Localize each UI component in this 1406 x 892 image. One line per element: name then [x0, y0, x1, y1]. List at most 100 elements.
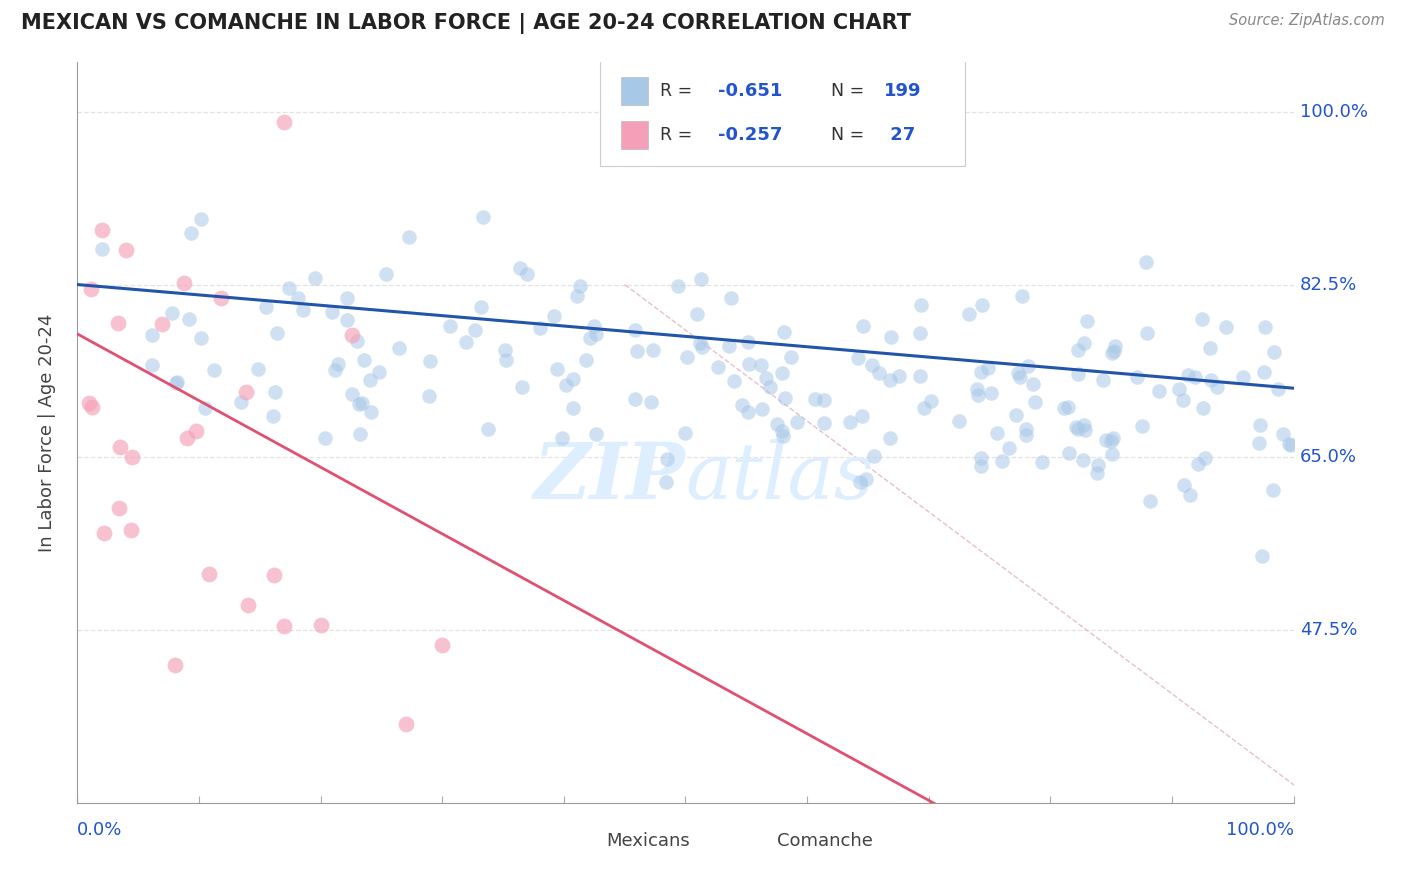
- Point: [80, 282, 103, 296]
- Point: [1279, 438, 1302, 452]
- Point: [108, 440, 131, 454]
- Text: R =: R =: [659, 126, 697, 144]
- Point: [1267, 383, 1289, 397]
- Point: [1031, 455, 1053, 469]
- Point: [991, 454, 1014, 468]
- Point: [1073, 417, 1095, 432]
- Point: [751, 401, 773, 416]
- Text: 100.0%: 100.0%: [1299, 103, 1368, 120]
- Point: [720, 291, 742, 305]
- Point: [1011, 289, 1033, 303]
- Point: [209, 291, 232, 305]
- Point: [1073, 336, 1095, 351]
- Point: [1184, 370, 1206, 384]
- Point: [287, 291, 309, 305]
- Text: 47.5%: 47.5%: [1299, 621, 1357, 639]
- Point: [304, 271, 326, 285]
- Point: [107, 316, 129, 330]
- Point: [673, 426, 696, 441]
- Point: [1024, 395, 1046, 409]
- Point: [1099, 434, 1122, 448]
- Point: [1177, 368, 1199, 382]
- Point: [1277, 437, 1299, 451]
- Point: [547, 362, 569, 376]
- Point: [1254, 319, 1277, 334]
- Point: [273, 114, 295, 128]
- Point: [323, 363, 346, 377]
- Point: [1171, 392, 1194, 407]
- Point: [765, 417, 787, 432]
- Point: [1139, 493, 1161, 508]
- Point: [470, 300, 492, 314]
- Point: [477, 422, 499, 436]
- Point: [494, 343, 516, 357]
- Point: [190, 331, 212, 345]
- Text: 27: 27: [883, 126, 915, 144]
- Point: [908, 326, 931, 340]
- Point: [690, 340, 713, 354]
- Point: [418, 389, 440, 403]
- Point: [1059, 446, 1081, 460]
- Point: [321, 305, 343, 319]
- Point: [1057, 400, 1080, 414]
- Point: [335, 313, 357, 327]
- Point: [1187, 458, 1209, 472]
- Point: [375, 267, 398, 281]
- Point: [970, 459, 993, 474]
- Point: [1136, 326, 1159, 340]
- Point: [1073, 453, 1095, 467]
- Point: [1015, 422, 1038, 436]
- Point: [1206, 379, 1229, 393]
- Point: [266, 326, 288, 340]
- Point: [454, 334, 477, 349]
- Point: [1067, 368, 1090, 382]
- Point: [562, 401, 585, 415]
- Point: [839, 415, 862, 429]
- FancyBboxPatch shape: [621, 77, 648, 104]
- Point: [1215, 320, 1237, 334]
- Point: [360, 405, 382, 419]
- Point: [186, 424, 208, 438]
- Point: [969, 450, 991, 465]
- Point: [879, 373, 901, 387]
- Point: [263, 567, 285, 582]
- Text: Comanche: Comanche: [776, 832, 873, 850]
- Point: [851, 319, 873, 334]
- Point: [510, 379, 533, 393]
- Point: [1064, 419, 1087, 434]
- Point: [1130, 419, 1153, 434]
- Point: [880, 330, 903, 344]
- Point: [350, 395, 373, 409]
- Point: [970, 298, 993, 312]
- Point: [202, 363, 225, 377]
- Text: R =: R =: [659, 81, 697, 100]
- Point: [868, 366, 890, 380]
- Point: [731, 398, 754, 412]
- Text: atlas: atlas: [686, 439, 875, 516]
- Point: [165, 376, 187, 390]
- FancyBboxPatch shape: [569, 830, 596, 853]
- Point: [430, 638, 453, 652]
- Point: [676, 351, 699, 365]
- Point: [755, 370, 778, 384]
- Text: -0.257: -0.257: [718, 126, 783, 144]
- Point: [1251, 549, 1274, 563]
- Point: [910, 298, 932, 312]
- Point: [813, 392, 835, 407]
- Point: [970, 366, 993, 380]
- Point: [686, 307, 709, 321]
- Point: [1135, 255, 1157, 269]
- Text: -0.651: -0.651: [718, 81, 783, 100]
- Text: 82.5%: 82.5%: [1299, 276, 1357, 293]
- Point: [786, 415, 808, 429]
- Text: 199: 199: [883, 81, 921, 100]
- Point: [198, 567, 221, 582]
- Point: [657, 451, 679, 466]
- Text: 0.0%: 0.0%: [77, 822, 122, 839]
- Point: [1101, 345, 1123, 359]
- Point: [1076, 314, 1098, 328]
- Point: [1249, 418, 1271, 433]
- Point: [1249, 435, 1271, 450]
- Point: [347, 396, 370, 410]
- Text: 100.0%: 100.0%: [1226, 822, 1294, 839]
